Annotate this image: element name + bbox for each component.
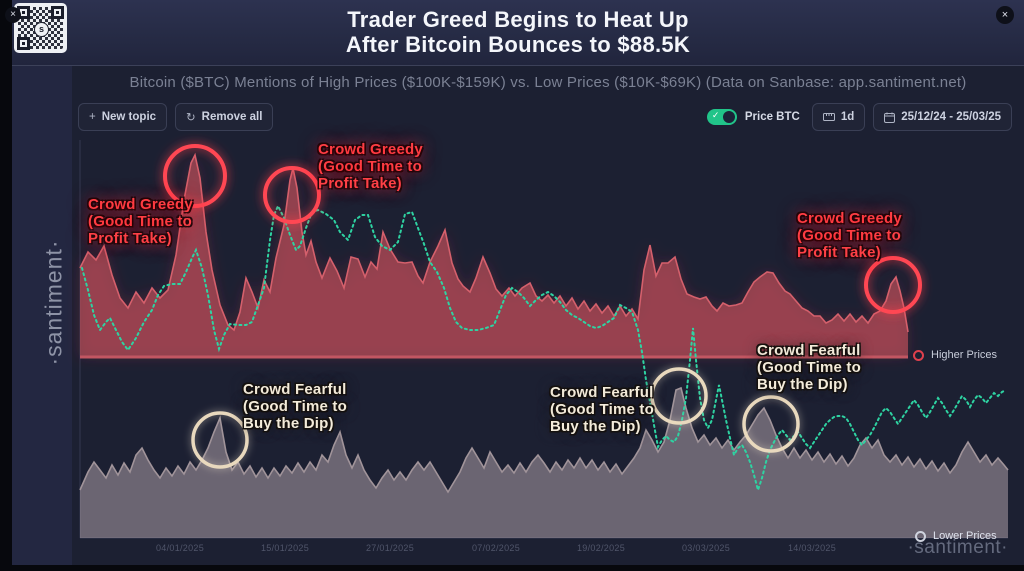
calendar-icon: [884, 112, 896, 123]
new-topic-label: New topic: [101, 111, 157, 123]
check-icon: ✓: [711, 110, 720, 120]
close-icon[interactable]: ×: [996, 6, 1014, 24]
sidebar: ·santiment·: [12, 0, 73, 565]
toolbar: + New topic ↻ Remove all ✓ Price BTC: [72, 103, 1024, 131]
header: Trader Greed Begins to Heat Up After Bit…: [12, 0, 1024, 66]
toggle-knob: [722, 111, 735, 123]
date-range-button[interactable]: 25/12/24 - 25/03/25: [873, 103, 1012, 131]
qr-finder: [17, 37, 30, 50]
bottom-edge: [0, 565, 1024, 571]
price-btc-label: Price BTC: [744, 111, 800, 123]
refresh-icon: ↻: [186, 112, 196, 124]
ruler-icon: [822, 113, 835, 121]
page-title-line2: After Bitcoin Bounces to $88.5K: [345, 32, 691, 57]
new-topic-button[interactable]: + New topic: [78, 103, 168, 131]
legend-higher-label: Higher Prices: [931, 349, 998, 361]
higher-prices-ring-icon: [913, 349, 924, 361]
santiment-watermark: ·santiment·: [907, 537, 1008, 558]
left-edge: [0, 0, 12, 571]
lower-prices-ring-icon: [915, 530, 926, 542]
page-title-line1: Trader Greed Begins to Heat Up: [347, 7, 689, 32]
santiment-vertical-brand: ·santiment·: [40, 239, 67, 366]
close-icon[interactable]: ×: [5, 7, 21, 23]
legend-lower-prices[interactable]: Lower Prices: [915, 530, 997, 542]
legend-lower-label: Lower Prices: [933, 530, 997, 542]
price-btc-toggle[interactable]: ✓: [706, 109, 737, 125]
interval-button[interactable]: 1d: [811, 103, 866, 131]
interval-label: 1d: [840, 111, 855, 123]
main-panel: Bitcoin ($BTC) Mentions of High Prices (…: [72, 65, 1024, 565]
qr-center-logo: s: [34, 22, 49, 37]
legend-higher-prices[interactable]: Higher Prices: [913, 349, 997, 361]
remove-all-button[interactable]: ↻ Remove all: [175, 103, 274, 131]
qr-finder: [51, 6, 64, 19]
qr-code: s: [14, 3, 67, 53]
date-range-label: 25/12/24 - 25/03/25: [901, 111, 1001, 123]
remove-all-label: Remove all: [201, 111, 263, 123]
chart-subtitle: Bitcoin ($BTC) Mentions of High Prices (…: [129, 74, 967, 91]
plus-icon: +: [89, 111, 96, 123]
